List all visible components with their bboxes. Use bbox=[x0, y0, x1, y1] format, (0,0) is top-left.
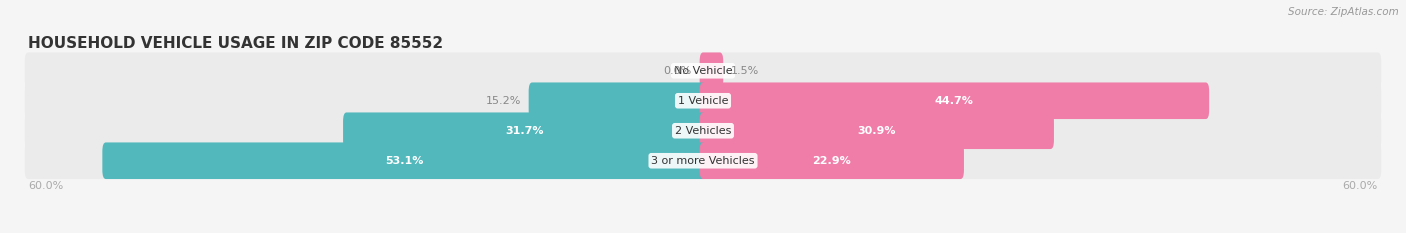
FancyBboxPatch shape bbox=[343, 113, 706, 149]
Text: 0.0%: 0.0% bbox=[664, 66, 692, 76]
FancyBboxPatch shape bbox=[25, 52, 1381, 89]
Text: 15.2%: 15.2% bbox=[485, 96, 520, 106]
FancyBboxPatch shape bbox=[700, 113, 1054, 149]
Text: 1.5%: 1.5% bbox=[731, 66, 759, 76]
FancyBboxPatch shape bbox=[25, 142, 1381, 179]
Text: 53.1%: 53.1% bbox=[385, 156, 423, 166]
FancyBboxPatch shape bbox=[103, 142, 706, 179]
Text: 60.0%: 60.0% bbox=[28, 181, 63, 191]
FancyBboxPatch shape bbox=[25, 113, 1381, 149]
Text: Source: ZipAtlas.com: Source: ZipAtlas.com bbox=[1288, 7, 1399, 17]
Text: 30.9%: 30.9% bbox=[858, 126, 896, 136]
Text: 22.9%: 22.9% bbox=[813, 156, 851, 166]
Text: HOUSEHOLD VEHICLE USAGE IN ZIP CODE 85552: HOUSEHOLD VEHICLE USAGE IN ZIP CODE 8555… bbox=[28, 36, 443, 51]
FancyBboxPatch shape bbox=[25, 82, 1381, 119]
FancyBboxPatch shape bbox=[700, 52, 723, 89]
Text: 44.7%: 44.7% bbox=[935, 96, 974, 106]
FancyBboxPatch shape bbox=[529, 82, 706, 119]
FancyBboxPatch shape bbox=[700, 142, 965, 179]
FancyBboxPatch shape bbox=[700, 82, 1209, 119]
Text: 2 Vehicles: 2 Vehicles bbox=[675, 126, 731, 136]
Text: No Vehicle: No Vehicle bbox=[673, 66, 733, 76]
Text: 3 or more Vehicles: 3 or more Vehicles bbox=[651, 156, 755, 166]
Text: 1 Vehicle: 1 Vehicle bbox=[678, 96, 728, 106]
Text: 31.7%: 31.7% bbox=[506, 126, 544, 136]
Text: 60.0%: 60.0% bbox=[1343, 181, 1378, 191]
